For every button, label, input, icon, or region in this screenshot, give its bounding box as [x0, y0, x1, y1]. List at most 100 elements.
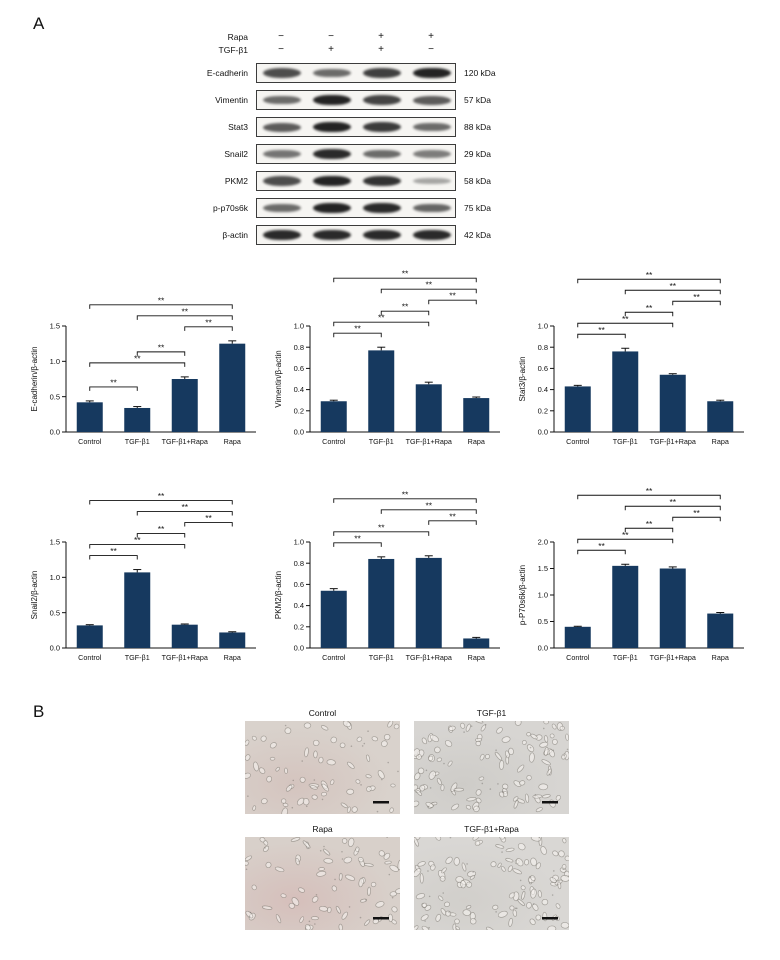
svg-text:TGF-β1: TGF-β1	[369, 437, 394, 446]
blot-treatment-name: Rapa	[227, 31, 248, 42]
svg-text:**: **	[134, 535, 141, 545]
blot-row-4: PKM2 58 kDa	[160, 171, 524, 191]
blot-strip-2	[256, 117, 456, 137]
svg-text:1.0: 1.0	[50, 573, 60, 582]
svg-text:0.5: 0.5	[538, 617, 548, 626]
svg-text:TGF-β1+Rapa: TGF-β1+Rapa	[162, 653, 208, 662]
blot-row-2: Stat3 88 kDa	[160, 117, 524, 137]
blot-row-3: Snail2 29 kDa	[160, 144, 524, 164]
blot-band	[313, 121, 351, 133]
blot-band	[263, 229, 301, 241]
svg-text:**: **	[378, 522, 385, 532]
micrograph-image	[414, 837, 569, 930]
blot-kda-label: 75 kDa	[464, 203, 491, 213]
svg-text:TGF-β1: TGF-β1	[613, 437, 638, 446]
svg-text:**: **	[693, 292, 700, 302]
svg-text:1.0: 1.0	[294, 322, 304, 331]
svg-text:0.2: 0.2	[294, 406, 304, 415]
svg-text:**: **	[158, 491, 165, 501]
blot-protein-label: Stat3	[228, 122, 248, 132]
svg-text:**: **	[378, 313, 385, 323]
svg-text:0.6: 0.6	[294, 580, 304, 589]
blot-strip-4	[256, 171, 456, 191]
svg-text:0.2: 0.2	[538, 406, 548, 415]
micrograph-cell-0: Control	[245, 708, 400, 814]
svg-text:**: **	[354, 324, 361, 334]
blot-band	[413, 122, 451, 132]
blot-treatment-row-1: TGF-β1 − + + −	[160, 43, 524, 56]
treatment-sign: +	[428, 30, 434, 42]
svg-text:0.6: 0.6	[538, 364, 548, 373]
svg-text:**: **	[110, 546, 117, 556]
svg-text:**: **	[158, 295, 165, 305]
blot-band	[363, 229, 401, 241]
blot-protein-label: p-p70s6k	[213, 203, 248, 213]
panel-a-label: A	[33, 14, 45, 33]
treatment-sign: −	[278, 43, 284, 55]
svg-text:Snail2/β-actin: Snail2/β-actin	[30, 571, 39, 620]
micrograph-label: TGF-β1+Rapa	[464, 824, 519, 834]
blot-kda-label: 29 kDa	[464, 149, 491, 159]
svg-text:0.0: 0.0	[50, 644, 60, 653]
svg-text:**: **	[646, 519, 653, 529]
svg-text:0.0: 0.0	[294, 644, 304, 653]
svg-text:TGF-β1: TGF-β1	[125, 653, 150, 662]
svg-text:**: **	[134, 353, 141, 363]
svg-text:**: **	[158, 524, 165, 534]
blot-row-0: E-cadherin 120 kDa	[160, 63, 524, 83]
svg-text:0.4: 0.4	[294, 601, 304, 610]
bar-chart-6: 0.0 0.5 1.0 1.5 2.0 p-P70s6k/β-actin Control TG…	[514, 480, 752, 680]
blot-band	[263, 122, 301, 132]
svg-text:**: **	[402, 269, 409, 279]
blot-row-1: Vimentin 57 kDa	[160, 90, 524, 110]
svg-text:Control: Control	[78, 437, 102, 446]
svg-text:TGF-β1: TGF-β1	[125, 437, 150, 446]
blot-band	[313, 202, 351, 214]
svg-text:2.0: 2.0	[538, 538, 548, 547]
svg-text:0.0: 0.0	[294, 428, 304, 437]
svg-text:Rapa: Rapa	[224, 653, 241, 662]
svg-text:**: **	[449, 511, 456, 521]
svg-text:**: **	[693, 508, 700, 518]
blot-strip-0	[256, 63, 456, 83]
svg-text:0.6: 0.6	[294, 364, 304, 373]
svg-text:Rapa: Rapa	[712, 437, 729, 446]
blot-band	[363, 202, 401, 214]
svg-text:**: **	[354, 533, 361, 543]
svg-text:1.0: 1.0	[538, 591, 548, 600]
treatment-sign: +	[378, 30, 384, 42]
micrograph-label: Control	[308, 708, 337, 718]
blot-kda-label: 88 kDa	[464, 122, 491, 132]
svg-text:1.5: 1.5	[50, 538, 60, 547]
blot-band	[263, 203, 301, 213]
blot-kda-label: 120 kDa	[464, 68, 496, 78]
svg-text:**: **	[449, 291, 456, 301]
svg-text:**: **	[205, 317, 212, 327]
svg-text:**: **	[425, 280, 432, 290]
svg-text:**: **	[669, 497, 676, 507]
micrograph-cell-3: TGF-β1+Rapa	[414, 824, 569, 930]
svg-text:**: **	[425, 500, 432, 510]
svg-text:**: **	[646, 270, 653, 280]
treatment-sign: −	[278, 30, 284, 42]
blot-band	[413, 229, 451, 241]
panel-b-label: B	[33, 702, 45, 721]
blot-strip-1	[256, 90, 456, 110]
svg-text:TGF-β1+Rapa: TGF-β1+Rapa	[650, 437, 696, 446]
bar-chart-4: 0.0 0.5 1.0 1.5 Snail2/β-actin Control TGF-β1 T…	[26, 480, 264, 680]
svg-text:**: **	[158, 342, 165, 352]
blot-band	[363, 122, 401, 132]
blot-protein-label: Snail2	[224, 149, 248, 159]
blot-row-5: p-p70s6k 75 kDa	[160, 198, 524, 218]
bar-chart-1: 0.0 0.5 1.0 1.5 E-cadherin/β-actin Control TGF…	[26, 264, 264, 464]
blot-band	[263, 95, 301, 105]
blot-band	[413, 203, 451, 213]
blot-kda-label: 58 kDa	[464, 176, 491, 186]
blot-band	[263, 68, 301, 78]
blot-strip-6	[256, 225, 456, 245]
blot-band	[263, 176, 301, 186]
blot-treatment-signs: − − + +	[256, 31, 456, 43]
svg-text:Rapa: Rapa	[712, 653, 729, 662]
micrograph-image	[245, 837, 400, 930]
